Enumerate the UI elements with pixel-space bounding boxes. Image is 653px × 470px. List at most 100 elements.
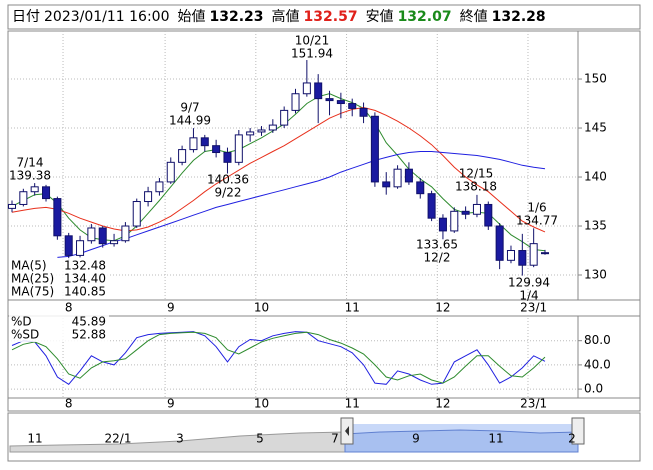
legend-value: 140.85 [64, 285, 106, 299]
series-line [57, 151, 546, 258]
candle-body [53, 198, 62, 237]
candle-body [472, 203, 481, 215]
header-frame [7, 4, 641, 30]
candle-body [359, 107, 368, 117]
series-line [11, 331, 546, 385]
y-tick-label: 40.0 [584, 357, 611, 371]
legend-value: 132.48 [64, 259, 106, 273]
handle-arrow [345, 426, 349, 436]
header-label: 始値 [178, 9, 206, 25]
candle-body [336, 100, 345, 105]
navigator-handle[interactable] [571, 417, 585, 445]
annotation-value: 134.77 [516, 214, 558, 228]
series-line [11, 106, 546, 233]
annotation-date: 9/22 [215, 186, 242, 200]
annotation-date: 1/6 [527, 201, 546, 215]
header: 日付 2023/01/11 16:00 始値 132.23 高値 132.57 安値 132.… [12, 8, 546, 25]
candle-body [268, 124, 277, 131]
header-label: 終値 [460, 9, 488, 25]
x-tick-label: 11 [345, 397, 360, 411]
candle-body [42, 186, 51, 200]
candle-body [529, 243, 538, 266]
candle-body [178, 149, 187, 163]
candle-body [223, 152, 232, 163]
header-value: 132.57 [304, 9, 358, 25]
navigator-label: 11 [27, 432, 42, 446]
candle-body [518, 250, 527, 266]
candle-body [461, 210, 470, 215]
legend-name: %SD [11, 328, 39, 342]
x-tick-label: 9 [167, 397, 175, 411]
candle-body [200, 137, 209, 147]
candle-body [98, 227, 107, 245]
x-tick-label: 8 [65, 301, 73, 315]
annotation-value: 144.99 [169, 114, 211, 128]
y-tick-label: 135 [584, 219, 607, 233]
candle-body [110, 240, 119, 245]
candle-body [416, 181, 425, 195]
annotation-value: 139.38 [9, 169, 51, 183]
series-line [11, 331, 546, 384]
candle-body [348, 103, 357, 109]
candle-body [484, 203, 493, 227]
candle-body [19, 191, 28, 205]
navigator-label: 7 [331, 432, 339, 446]
legend-name: %D [11, 315, 32, 329]
candle-body [7, 203, 17, 209]
annotation-value: 140.36 [207, 173, 249, 187]
annotation-date: 1/4 [519, 289, 538, 303]
candle-body [257, 129, 266, 133]
navigator-label: 5 [256, 432, 264, 446]
candle-body [370, 115, 379, 183]
header-label: 安値 [366, 9, 394, 25]
annotation-value: 133.65 [416, 238, 458, 252]
annotation-date: 12/15 [459, 167, 494, 181]
x-tick-label: 10 [254, 397, 269, 411]
navigator-area [344, 429, 579, 453]
candle-body [325, 98, 334, 102]
legend-value: 52.88 [72, 328, 106, 342]
navigator-label: 22/1 [105, 432, 132, 446]
annotation-date: 9/7 [180, 101, 199, 115]
legend-box [9, 314, 109, 342]
candle-body [166, 161, 175, 183]
candle-body [234, 134, 243, 163]
x-tick-label: 11 [345, 301, 360, 315]
x-tick-label: 23/1 [520, 397, 547, 411]
x-tick-label: 8 [65, 397, 73, 411]
annotation-date: 12/2 [424, 251, 451, 265]
candle-body [246, 131, 255, 136]
candle-body [212, 145, 221, 154]
x-tick-label: 12 [435, 397, 450, 411]
candle-body [144, 191, 153, 203]
header-value: 132.07 [398, 9, 452, 25]
candle-body [382, 181, 391, 188]
header-label: 日付 [12, 9, 40, 25]
x-tick-label: 23/1 [520, 301, 547, 315]
candle-body [280, 109, 289, 126]
candle-body [393, 168, 402, 188]
navigator-label: 11 [488, 432, 503, 446]
header-value: 132.23 [210, 9, 264, 25]
y-tick-label: 140 [584, 170, 607, 184]
navigator-frame [7, 412, 641, 462]
navigator-area [9, 431, 346, 453]
navigator-label: 3 [176, 432, 184, 446]
y-tick-label: 80.0 [584, 333, 611, 347]
candle-body [540, 252, 550, 255]
candle-body [302, 82, 311, 95]
legend-box [9, 258, 109, 299]
stoch-frame [7, 315, 641, 412]
legend-value: 134.40 [64, 272, 106, 286]
legend-name: MA(25) [11, 272, 54, 286]
candle-body [30, 186, 39, 193]
navigator-label: 9 [412, 432, 420, 446]
legend-name: MA(75) [11, 285, 54, 299]
y-tick-label: 145 [584, 121, 607, 135]
candle-body [314, 82, 323, 100]
x-tick-label: 10 [254, 301, 269, 315]
legend-name: MA(5) [11, 259, 47, 273]
y-tick-label: 0.0 [584, 382, 603, 396]
